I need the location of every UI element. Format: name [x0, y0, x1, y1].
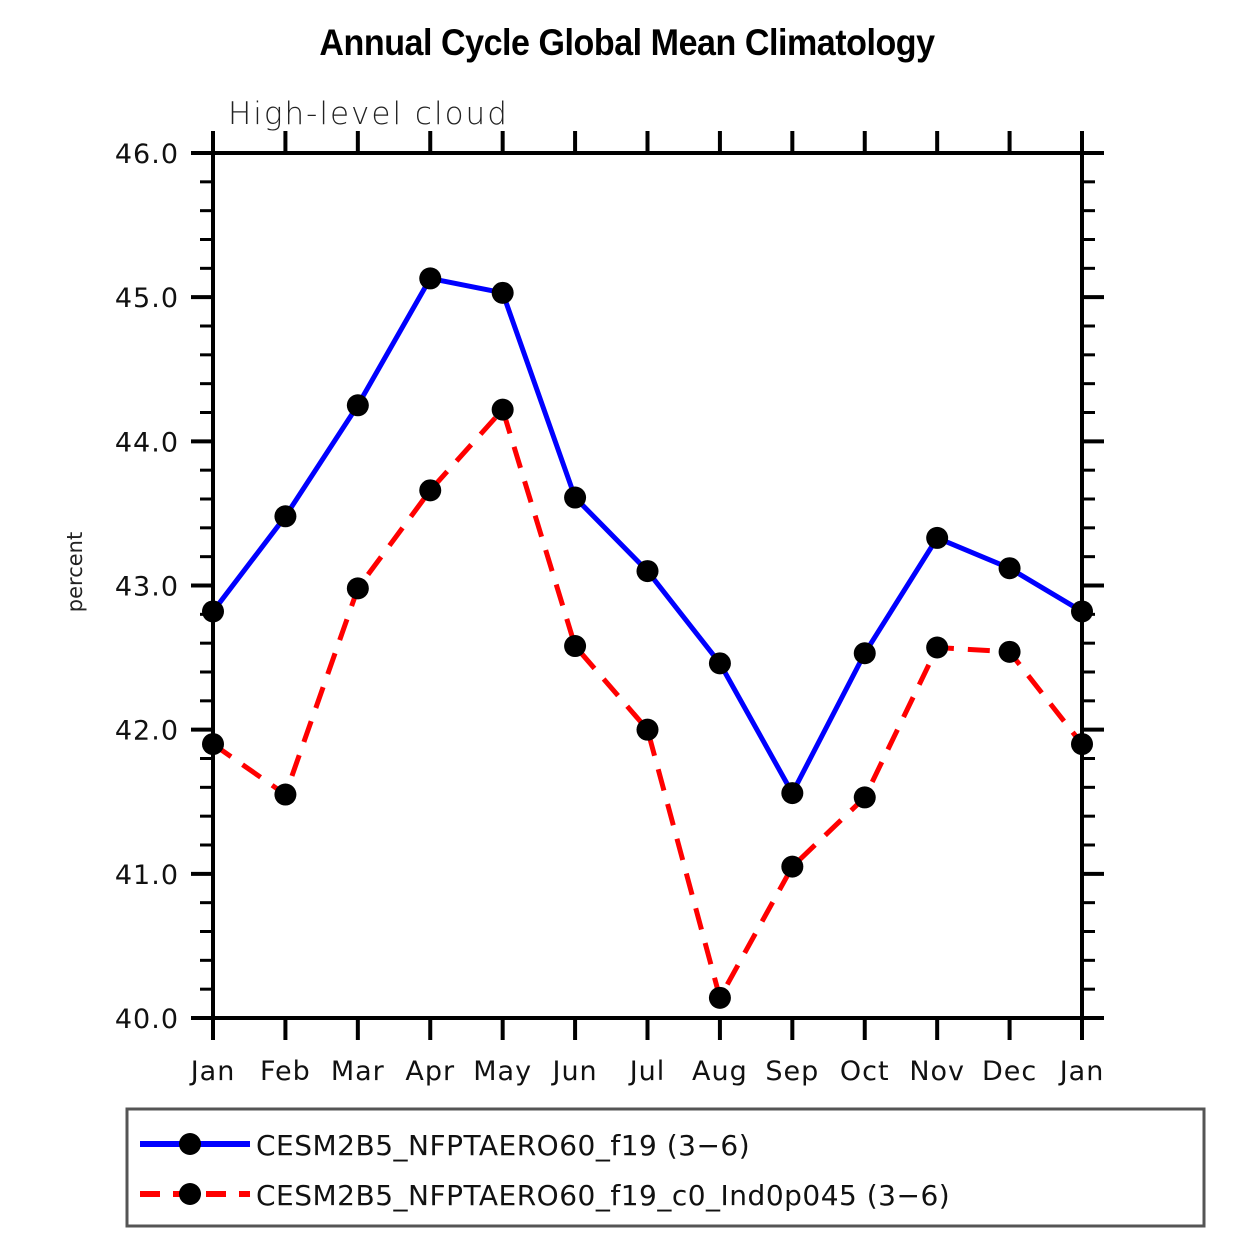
data-point-marker	[926, 636, 949, 659]
x-tick-label: Jan	[189, 1056, 236, 1087]
data-point-marker	[202, 733, 224, 756]
series-line-group	[211, 275, 1084, 1001]
data-point-marker	[998, 640, 1021, 663]
y-tick-label: 44.0	[115, 427, 179, 458]
x-tick-label: Jul	[628, 1056, 666, 1087]
y-tick-label: 43.0	[115, 572, 179, 603]
y-tick-label: 45.0	[115, 283, 179, 314]
data-point-marker	[781, 855, 804, 878]
x-tick-label: Dec	[982, 1056, 1037, 1087]
x-tick-label: Aug	[692, 1056, 748, 1087]
data-point-marker	[708, 652, 731, 675]
data-point-marker	[419, 479, 442, 502]
x-tick-label: Feb	[260, 1056, 311, 1087]
data-point-marker	[346, 394, 369, 417]
x-tick-label: Jan	[1058, 1056, 1105, 1087]
data-point-marker	[346, 577, 369, 600]
legend-box	[125, 1107, 1206, 1228]
data-point-marker	[274, 505, 297, 528]
data-point-marker	[853, 642, 876, 665]
x-tick-label: Mar	[331, 1056, 385, 1087]
x-tick-label-group: Jan Feb Mar Apr May Jun Jul Aug Sep Oct Nov Dec Jan	[189, 1056, 1105, 1087]
data-point-marker	[998, 557, 1021, 580]
data-point-marker	[636, 718, 659, 741]
page-title: Annual Cycle Global Mean Climatology	[319, 22, 935, 63]
data-point-marker	[853, 786, 876, 809]
y-minor-tick-group	[200, 180, 1095, 991]
series-line-1	[211, 275, 1084, 796]
y-major-tick-group	[191, 151, 1104, 1020]
data-point-marker	[708, 986, 731, 1009]
series-line-2	[211, 407, 1084, 1001]
x-tick-label: Jun	[550, 1056, 597, 1087]
data-point-marker	[636, 560, 659, 583]
y-tick-label: 42.0	[115, 716, 179, 747]
legend-marker-1	[179, 1133, 201, 1155]
x-tick-label: Sep	[765, 1056, 819, 1087]
data-point-marker	[1071, 733, 1093, 756]
y-tick-label: 46.0	[115, 139, 179, 170]
data-point-marker	[564, 486, 587, 509]
data-point-marker	[491, 281, 514, 304]
legend-content-group: CESM2B5_NFPTAERO60_f19 (3−6) CESM2B5_NFPT…	[140, 1129, 950, 1212]
x-tick-label: Apr	[405, 1056, 455, 1087]
data-point-marker	[202, 600, 224, 623]
legend-label-2: CESM2B5_NFPTAERO60_f19_c0_Ind0p045 (3−6)	[256, 1179, 950, 1212]
x-tick-label: May	[473, 1056, 532, 1087]
y-tick-label: 41.0	[115, 860, 179, 891]
x-tick-group	[211, 131, 1084, 1040]
data-point-marker	[274, 783, 297, 806]
data-point-marker	[491, 398, 514, 421]
x-tick-label: Nov	[909, 1056, 965, 1087]
plot-frame	[211, 151, 1084, 1020]
series-marker-group	[202, 267, 1093, 1009]
legend-label-1: CESM2B5_NFPTAERO60_f19 (3−6)	[256, 1129, 750, 1162]
y-tick-label: 40.0	[115, 1004, 179, 1035]
data-point-marker	[1071, 600, 1093, 623]
legend-marker-2	[179, 1183, 201, 1205]
data-point-marker	[781, 782, 804, 805]
chart-subtitle: High-level cloud	[228, 96, 509, 132]
y-tick-label-group: 46.0 45.0 44.0 43.0 42.0 41.0 40.0	[115, 139, 179, 1035]
x-tick-label: Oct	[840, 1056, 890, 1087]
data-point-marker	[564, 635, 587, 658]
data-point-marker	[419, 267, 442, 290]
data-point-marker	[926, 526, 949, 549]
